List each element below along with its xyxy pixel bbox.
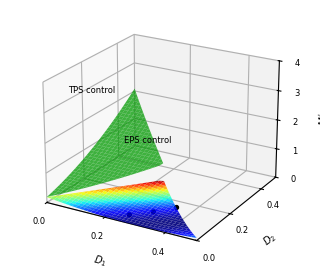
- Y-axis label: $D_2$: $D_2$: [261, 231, 280, 249]
- X-axis label: $D_1$: $D_1$: [92, 252, 108, 269]
